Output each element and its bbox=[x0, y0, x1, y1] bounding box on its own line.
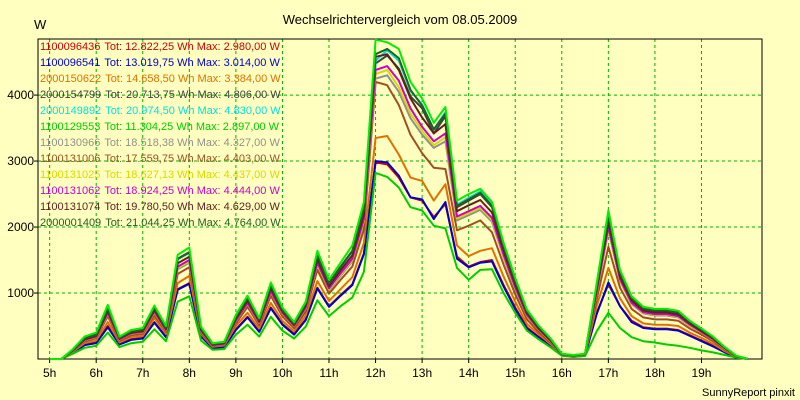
legend-entry-1100096436: 1100096436 Tot: 12.822,25 Wh Max: 2.980,0… bbox=[40, 41, 280, 53]
legend-entry-1100131062: 1100131062 Tot: 18.924,25 Wh Max: 4.444,0… bbox=[40, 185, 280, 197]
legend-id: 1100131062 bbox=[40, 185, 100, 197]
series-line-2000150622 bbox=[49, 135, 749, 360]
legend-id: 1100130966 bbox=[40, 137, 100, 149]
legend-id: 1100131006 bbox=[40, 153, 100, 165]
x-tick-label: 12h bbox=[366, 366, 386, 380]
x-tick-label: 8h bbox=[183, 366, 196, 380]
footer-credit: SunnyReport pinxit bbox=[702, 387, 795, 399]
x-tick-label: 11h bbox=[319, 366, 338, 380]
legend-stats: Tot: 14.658,50 Wh Max: 3.384,00 W bbox=[105, 73, 281, 85]
chart-title: Wechselrichtervergleich vom 08.05.2009 bbox=[283, 12, 518, 27]
legend-id: 1100129553 bbox=[40, 121, 100, 133]
legend-entry-1100096541: 1100096541 Tot: 13.019,75 Wh Max: 3.014,0… bbox=[40, 57, 280, 69]
series-line-unlabeled bbox=[49, 38, 749, 360]
series-line-1100129553 bbox=[49, 171, 749, 360]
legend-stats: Tot: 13.019,75 Wh Max: 3.014,00 W bbox=[104, 57, 280, 69]
y-tick-label: 4000 bbox=[7, 88, 34, 102]
legend-entry-1100130966: 1100130966 Tot: 18.518,38 Wh Max: 4.327,0… bbox=[40, 137, 280, 149]
x-tick-label: 13h bbox=[412, 366, 432, 380]
legend-stats: Tot: 19.780,50 Wh Max: 4.629,00 W bbox=[104, 201, 280, 213]
x-tick-label: 9h bbox=[229, 366, 242, 380]
x-tick-label: 17h bbox=[598, 366, 618, 380]
legend-entry-2000149892: 2000149892 Tot: 20.974,50 Wh Max: 4.830,0… bbox=[40, 105, 281, 117]
x-tick-label: 19h bbox=[691, 366, 711, 380]
legend-entry-1100131025: 1100131025 Tot: 18.627,13 Wh Max: 4.437,0… bbox=[40, 169, 280, 181]
axes: 5h 6h 7h 8h 9h 10h 11h 12h 13h 14h 15h 16h 17h 18h 19h… bbox=[7, 38, 763, 380]
legend-stats: Tot: 20.974,50 Wh Max: 4.830,00 W bbox=[105, 105, 281, 117]
legend-entry-2000150622: 2000150622 Tot: 14.658,50 Wh Max: 3.384,0… bbox=[40, 73, 281, 85]
legend-stats: Tot: 21.044,25 Wh Max: 4.764,00 W bbox=[105, 217, 281, 229]
x-tick-label: 6h bbox=[90, 366, 103, 380]
y-tick-label: 3000 bbox=[7, 154, 34, 168]
legend-entry-2000001409: 2000001409 Tot: 21.044,25 Wh Max: 4.764,0… bbox=[40, 217, 281, 229]
plot-frame bbox=[37, 38, 763, 360]
legend-entry-1100131006: 1100131006 Tot: 17.559,75 Wh Max: 4.403,0… bbox=[40, 153, 280, 165]
x-tick-label: 18h bbox=[645, 366, 665, 380]
legend-stats: Tot: 18.627,13 Wh Max: 4.437,00 W bbox=[104, 169, 280, 181]
legend-stats: Tot: 18.924,25 Wh Max: 4.444,00 W bbox=[104, 185, 280, 197]
series-line-1100096541 bbox=[49, 160, 749, 360]
x-tick-label: 14h bbox=[459, 366, 479, 380]
x-tick-label: 10h bbox=[272, 366, 292, 380]
legend-id: 2000150622 bbox=[40, 73, 101, 85]
legend-entry-1100131074: 1100131074 Tot: 19.780,50 Wh Max: 4.629,0… bbox=[40, 201, 280, 213]
legend-id: 1100131025 bbox=[40, 169, 100, 181]
x-tick-label: 7h bbox=[136, 366, 149, 380]
legend-stats: Tot: 17.559,75 Wh Max: 4.403,00 W bbox=[104, 153, 280, 165]
x-tick-label: 16h bbox=[552, 366, 572, 380]
legend-stats: Tot: 20.713,75 Wh Max: 4.806,00 W bbox=[105, 89, 281, 101]
x-tick-label: 5h bbox=[43, 366, 56, 380]
legend: 1100096436 Tot: 12.822,25 Wh Max: 2.980,0… bbox=[40, 41, 281, 229]
series-line-1100131074 bbox=[49, 53, 749, 360]
series-line-2000001409 bbox=[49, 47, 749, 360]
legend-stats: Tot: 12.822,25 Wh Max: 2.980,00 W bbox=[104, 41, 280, 53]
y-tick-label: 1000 bbox=[7, 286, 34, 300]
legend-id: 2000001409 bbox=[40, 217, 101, 229]
x-tick-label: 15h bbox=[505, 366, 525, 380]
legend-stats: Tot: 11.304,25 Wh Max: 2.897,00 W bbox=[104, 121, 279, 133]
legend-entry-2000154799: 2000154799 Tot: 20.713,75 Wh Max: 4.806,0… bbox=[40, 89, 281, 101]
legend-entry-1100129553: 1100129553 Tot: 11.304,25 Wh Max: 2.897,0… bbox=[40, 121, 280, 133]
y-tick-label: 2000 bbox=[7, 220, 34, 234]
legend-id: 2000154799 bbox=[40, 89, 101, 101]
legend-id: 1100096436 bbox=[40, 41, 100, 53]
legend-id: 2000149892 bbox=[40, 105, 101, 117]
legend-stats: Tot: 18.518,38 Wh Max: 4.327,00 W bbox=[104, 137, 280, 149]
y-axis-label: W bbox=[34, 17, 47, 32]
series-line-1100131006 bbox=[49, 80, 749, 360]
legend-id: 1100131074 bbox=[40, 201, 100, 213]
series-lines bbox=[49, 38, 749, 360]
legend-id: 1100096541 bbox=[40, 57, 100, 69]
